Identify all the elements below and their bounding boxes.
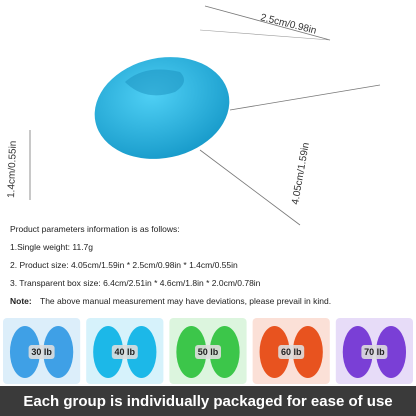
height-label: 1.4cm/0.55in — [6, 140, 19, 198]
width-label: 2.5cm/0.98in — [259, 12, 317, 37]
parameters: Product parameters information is as fol… — [10, 224, 331, 306]
variant-piece — [9, 326, 40, 378]
param-line: 3. Transparent box size: 6.4cm/2.51in * … — [10, 278, 261, 288]
variant-piece — [376, 326, 407, 378]
variant-label: 60 lb — [281, 347, 302, 357]
param-line: 2. Product size: 4.05cm/1.59in * 2.5cm/0… — [10, 260, 238, 270]
variant-piece — [93, 326, 124, 378]
variant-piece — [342, 326, 373, 378]
variant-label-bg — [111, 345, 138, 359]
note-label: Note: — [10, 296, 32, 306]
length-label: 4.05cm/1.59in — [290, 142, 312, 206]
banner-bg — [0, 386, 416, 416]
variant-piece — [176, 326, 207, 378]
variant-piece — [126, 326, 157, 378]
variant-label-bg — [361, 345, 388, 359]
note: The above manual measurement may have de… — [40, 296, 331, 306]
variant-label: 30 lb — [31, 347, 52, 357]
params-heading: Product parameters information is as fol… — [10, 224, 180, 234]
variant-label-bg — [195, 345, 221, 359]
variant-piece — [292, 326, 323, 378]
variant-label: 40 lb — [115, 347, 136, 357]
variant-piece — [43, 326, 74, 378]
variant-label-bg — [28, 345, 55, 359]
variant-label: 50 lb — [198, 347, 219, 357]
variant-label: 70 lb — [364, 347, 385, 357]
variants: 30 lb 40 lb 50 lb 60 lb 70 lb — [3, 318, 413, 384]
banner: Each group is individually packaged for … — [23, 393, 392, 410]
product-illustration: 2.5cm/0.98in 1.4cm/0.55in 4.05cm/1.59in — [6, 5, 381, 226]
param-line: 1.Single weight: 11.7g — [10, 242, 93, 252]
variant-label-bg — [278, 345, 305, 359]
variant-piece — [259, 326, 290, 378]
variant-piece — [209, 326, 240, 378]
